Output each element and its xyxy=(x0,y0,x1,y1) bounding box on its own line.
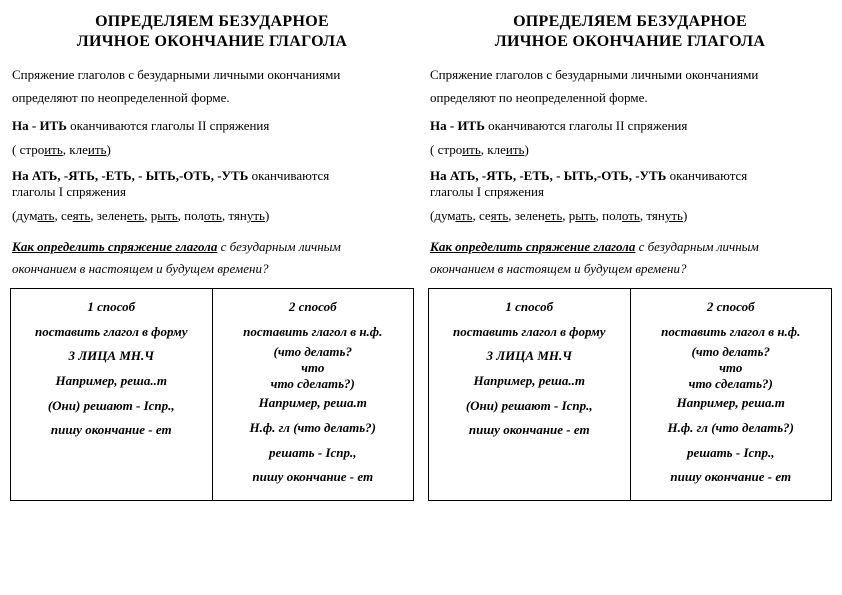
title-l2: ЛИЧНОЕ ОКОНЧАНИЕ ГЛАГОЛА xyxy=(495,33,765,50)
examples-2: ( строить, клеить) xyxy=(10,136,414,164)
method-1-cell: 1 способ поставить глагол в форму 3 ЛИЦА… xyxy=(429,288,631,500)
m1-l3: Например, реша..т xyxy=(439,369,620,394)
m2-l2: (что делать? что что сделать?) xyxy=(641,344,822,391)
title: ОПРЕДЕЛЯЕМ БЕЗУДАРНОЕ ЛИЧНОЕ ОКОНЧАНИЕ Г… xyxy=(10,12,414,60)
rule2-rest: оканчиваются глаголы II спряжения xyxy=(488,118,687,133)
title-l1: ОПРЕДЕЛЯЕМ БЕЗУДАРНОЕ xyxy=(513,13,747,30)
title: ОПРЕДЕЛЯЕМ БЕЗУДАРНОЕ ЛИЧНОЕ ОКОНЧАНИЕ Г… xyxy=(428,12,832,60)
m2-l1: поставить глагол в н.ф. xyxy=(223,320,404,345)
q-rest1: с безударным личным xyxy=(635,239,758,254)
rule1-l2: глаголы I спряжения xyxy=(12,184,126,199)
m1-l4: (Они) решают - Iспр., xyxy=(21,394,202,419)
m2-l4: Н.ф. гл (что делать?) xyxy=(641,416,822,441)
examples-1: (думать, сеять, зеленеть, рыть, полоть, … xyxy=(10,202,414,230)
m1-l5: пишу окончание - ет xyxy=(21,418,202,443)
rule1-rest: оканчиваются xyxy=(670,168,748,183)
method1-head: 1 способ xyxy=(439,295,620,320)
left-column: ОПРЕДЕЛЯЕМ БЕЗУДАРНОЕ ЛИЧНОЕ ОКОНЧАНИЕ Г… xyxy=(10,12,414,583)
methods-table: 1 способ поставить глагол в форму 3 ЛИЦА… xyxy=(10,288,414,501)
m1-l1: поставить глагол в форму xyxy=(21,320,202,345)
examples-1: (думать, сеять, зеленеть, рыть, полоть, … xyxy=(428,202,832,230)
q-rest1: с безударным личным xyxy=(217,239,340,254)
rule1-prefix: На АТЬ, -ЯТЬ, -ЕТЬ, - ЫТЬ,-ОТЬ, -УТЬ xyxy=(430,168,670,183)
intro-l1: Спряжение глаголов с безударными личными… xyxy=(430,67,758,82)
m2-l6: пишу окончание - ет xyxy=(223,465,404,490)
rule-2: На - ИТЬ оканчиваются глаголы II спряжен… xyxy=(428,114,832,136)
m2-l2: (что делать? что что сделать?) xyxy=(223,344,404,391)
intro-l1: Спряжение глаголов с безударными личными… xyxy=(12,67,340,82)
method1-head: 1 способ xyxy=(21,295,202,320)
m1-l4: (Они) решают - Iспр., xyxy=(439,394,620,419)
q-rest2: окончанием в настоящем и будущем времени… xyxy=(12,261,268,276)
right-column: ОПРЕДЕЛЯЕМ БЕЗУДАРНОЕ ЛИЧНОЕ ОКОНЧАНИЕ Г… xyxy=(428,12,832,583)
rule2-rest: оканчиваются глаголы II спряжения xyxy=(70,118,269,133)
table-row: 1 способ поставить глагол в форму 3 ЛИЦА… xyxy=(11,288,414,500)
m2-l4: Н.ф. гл (что делать?) xyxy=(223,416,404,441)
intro: Спряжение глаголов с безударными личными… xyxy=(10,60,414,114)
rule1-rest: оканчиваются xyxy=(252,168,330,183)
method-2-cell: 2 способ поставить глагол в н.ф. (что де… xyxy=(630,288,832,500)
intro-l2: определяют по неопределенной форме. xyxy=(430,90,648,105)
rule1-l2: глаголы I спряжения xyxy=(430,184,544,199)
rule-1: На АТЬ, -ЯТЬ, -ЕТЬ, - ЫТЬ,-ОТЬ, -УТЬ ока… xyxy=(428,164,832,202)
intro: Спряжение глаголов с безударными личными… xyxy=(428,60,832,114)
m2-l3: Например, реша.т xyxy=(641,391,822,416)
intro-l2: определяют по неопределенной форме. xyxy=(12,90,230,105)
method2-head: 2 способ xyxy=(223,295,404,320)
rule2-prefix: На - ИТЬ xyxy=(12,118,70,133)
method2-head: 2 способ xyxy=(641,295,822,320)
m2-l5: решать - Iспр., xyxy=(641,441,822,466)
m2-l6: пишу окончание - ет xyxy=(641,465,822,490)
title-l1: ОПРЕДЕЛЯЕМ БЕЗУДАРНОЕ xyxy=(95,13,329,30)
examples-2: ( строить, клеить) xyxy=(428,136,832,164)
question: Как определить спряжение глагола с безуд… xyxy=(428,230,832,288)
q-lead: Как определить спряжение глагола xyxy=(12,239,217,254)
m1-l3: Например, реша..т xyxy=(21,369,202,394)
m2-l3: Например, реша.т xyxy=(223,391,404,416)
rule2-prefix: На - ИТЬ xyxy=(430,118,488,133)
m1-l1: поставить глагол в форму xyxy=(439,320,620,345)
question: Как определить спряжение глагола с безуд… xyxy=(10,230,414,288)
rule1-prefix: На АТЬ, -ЯТЬ, -ЕТЬ, - ЫТЬ,-ОТЬ, -УТЬ xyxy=(12,168,252,183)
m1-l5: пишу окончание - ет xyxy=(439,418,620,443)
method-2-cell: 2 способ поставить глагол в н.ф. (что де… xyxy=(212,288,414,500)
method-1-cell: 1 способ поставить глагол в форму 3 ЛИЦА… xyxy=(11,288,213,500)
m2-l5: решать - Iспр., xyxy=(223,441,404,466)
title-l2: ЛИЧНОЕ ОКОНЧАНИЕ ГЛАГОЛА xyxy=(77,33,347,50)
m2-l1: поставить глагол в н.ф. xyxy=(641,320,822,345)
m1-l2: 3 ЛИЦА МН.Ч xyxy=(21,344,202,369)
q-rest2: окончанием в настоящем и будущем времени… xyxy=(430,261,686,276)
m1-l2: 3 ЛИЦА МН.Ч xyxy=(439,344,620,369)
q-lead: Как определить спряжение глагола xyxy=(430,239,635,254)
rule-2: На - ИТЬ оканчиваются глаголы II спряжен… xyxy=(10,114,414,136)
methods-table: 1 способ поставить глагол в форму 3 ЛИЦА… xyxy=(428,288,832,501)
rule-1: На АТЬ, -ЯТЬ, -ЕТЬ, - ЫТЬ,-ОТЬ, -УТЬ ока… xyxy=(10,164,414,202)
table-row: 1 способ поставить глагол в форму 3 ЛИЦА… xyxy=(429,288,832,500)
